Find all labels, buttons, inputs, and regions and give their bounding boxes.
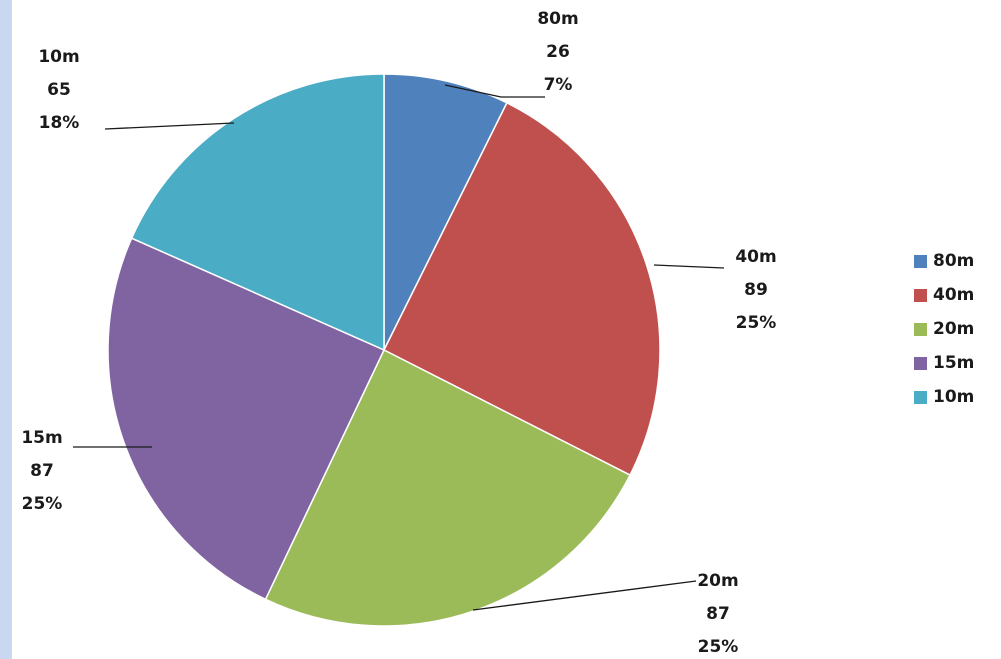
legend-swatch (914, 322, 927, 336)
legend-swatch (914, 288, 927, 302)
leader-line-80m (444, 84, 545, 98)
legend-item-80m: 80m (914, 244, 974, 278)
legend-label: 10m (933, 387, 975, 407)
legend-item-20m: 20m (914, 312, 974, 346)
pie-slice-80m (383, 73, 508, 351)
legend-label: 20m (933, 319, 975, 339)
pie-slice-10m (130, 73, 385, 352)
data-label-20m: 20m 87 25% (697, 571, 738, 657)
legend-item-40m: 40m (914, 278, 974, 312)
legend-item-10m: 10m (914, 380, 974, 414)
legend-swatch (914, 254, 927, 268)
data-label-40m: 40m 89 25% (735, 247, 776, 333)
legend: 80m 40m 20m 15m 10m (914, 244, 974, 414)
leader-line-20m (472, 580, 697, 611)
left-edge-strip (0, 0, 12, 659)
legend-label: 80m (933, 251, 975, 271)
pie-slice-20m (264, 348, 632, 627)
legend-swatch (914, 390, 927, 404)
pie-slice-40m (382, 101, 661, 477)
leader-line-10m (104, 122, 235, 130)
pie-slice-15m (107, 237, 386, 601)
legend-label: 40m (933, 285, 975, 305)
legend-label: 15m (933, 353, 975, 373)
legend-item-15m: 15m (914, 346, 974, 380)
leader-line-40m (653, 264, 725, 269)
data-label-15m: 15m 87 25% (21, 428, 62, 514)
legend-swatch (914, 356, 927, 370)
data-label-10m: 10m 65 18% (38, 47, 79, 133)
data-label-80m: 80m 26 7% (537, 9, 578, 95)
